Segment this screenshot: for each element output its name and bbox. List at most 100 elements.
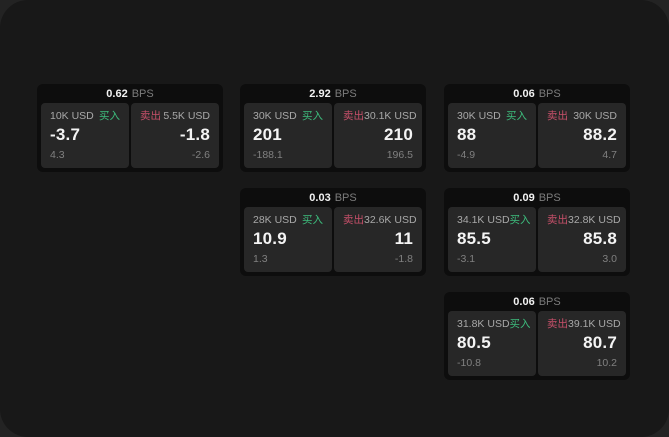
buy-delta-value: -4.9 bbox=[457, 149, 476, 161]
bps-card: 0.09 BPS 34.1K USD 买入 85.5 -3.1 卖出 32.8K… bbox=[444, 188, 630, 276]
buy-side-label: 买入 bbox=[506, 110, 527, 122]
sell-tile-header: 卖出 30.1K USD bbox=[343, 110, 417, 123]
sell-amount-label: 30.1K USD bbox=[364, 110, 417, 122]
sell-price-value: -1.8 bbox=[179, 125, 210, 144]
buy-quote-tile[interactable]: 31.8K USD 买入 80.5 -10.8 bbox=[448, 311, 536, 376]
bps-value: 2.92 bbox=[309, 87, 331, 100]
bps-unit-label: BPS bbox=[538, 295, 561, 308]
buy-tile-header: 31.8K USD 买入 bbox=[457, 318, 531, 331]
sell-delta-value: 4.7 bbox=[602, 149, 617, 161]
buy-quote-tile[interactable]: 34.1K USD 买入 85.5 -3.1 bbox=[448, 207, 536, 272]
bps-value: 0.03 bbox=[309, 191, 331, 204]
sell-delta-value: 196.5 bbox=[386, 149, 413, 161]
buy-side-label: 买入 bbox=[99, 110, 120, 122]
buy-delta-value: -3.1 bbox=[457, 253, 476, 265]
buy-amount-label: 31.8K USD bbox=[457, 318, 510, 330]
buy-price-value: 85.5 bbox=[457, 229, 491, 248]
bps-card: 0.03 BPS 28K USD 买入 10.9 1.3 卖出 32.6K US… bbox=[240, 188, 426, 276]
bps-unit-label: BPS bbox=[334, 87, 357, 100]
sell-side-label: 卖出 bbox=[547, 318, 568, 330]
buy-amount-label: 28K USD bbox=[253, 214, 297, 226]
buy-delta-value: 4.3 bbox=[50, 149, 65, 161]
bps-unit-label: BPS bbox=[334, 191, 357, 204]
buy-delta-value: 1.3 bbox=[253, 253, 268, 265]
bps-header: 0.62 BPS bbox=[37, 84, 223, 103]
sell-tile-header: 卖出 32.8K USD bbox=[547, 214, 621, 227]
bps-header: 0.06 BPS bbox=[444, 84, 630, 103]
buy-quote-tile[interactable]: 10K USD 买入 -3.7 4.3 bbox=[41, 103, 129, 168]
buy-amount-label: 30K USD bbox=[457, 110, 501, 122]
quote-panels: 28K USD 买入 10.9 1.3 卖出 32.6K USD 11 -1.8 bbox=[244, 207, 422, 272]
sell-delta-value: -2.6 bbox=[191, 149, 210, 161]
sell-price-value: 85.8 bbox=[583, 229, 617, 248]
buy-price-value: 201 bbox=[253, 125, 282, 144]
sell-quote-tile[interactable]: 卖出 30.1K USD 210 196.5 bbox=[334, 103, 422, 168]
sell-quote-tile[interactable]: 卖出 39.1K USD 80.7 10.2 bbox=[538, 311, 626, 376]
quote-panels: 30K USD 买入 88 -4.9 卖出 30K USD 88.2 4.7 bbox=[448, 103, 626, 168]
buy-tile-header: 10K USD 买入 bbox=[50, 110, 120, 123]
sell-quote-tile[interactable]: 卖出 5.5K USD -1.8 -2.6 bbox=[131, 103, 219, 168]
buy-quote-tile[interactable]: 30K USD 买入 201 -188.1 bbox=[244, 103, 332, 168]
buy-price-value: 10.9 bbox=[253, 229, 287, 248]
bps-header: 2.92 BPS bbox=[240, 84, 426, 103]
buy-amount-label: 34.1K USD bbox=[457, 214, 510, 226]
sell-quote-tile[interactable]: 卖出 32.8K USD 85.8 3.0 bbox=[538, 207, 626, 272]
sell-price-value: 88.2 bbox=[583, 125, 617, 144]
bps-value: 0.06 bbox=[513, 87, 535, 100]
bps-unit-label: BPS bbox=[538, 191, 561, 204]
buy-delta-value: -188.1 bbox=[253, 149, 283, 161]
sell-amount-label: 30K USD bbox=[573, 110, 617, 122]
sell-quote-tile[interactable]: 卖出 30K USD 88.2 4.7 bbox=[538, 103, 626, 168]
sell-price-value: 80.7 bbox=[583, 333, 617, 352]
bps-card: 0.06 BPS 30K USD 买入 88 -4.9 卖出 30K USD 8… bbox=[444, 84, 630, 172]
sell-delta-value: -1.8 bbox=[394, 253, 413, 265]
sell-tile-header: 卖出 5.5K USD bbox=[140, 110, 210, 123]
sell-amount-label: 32.8K USD bbox=[568, 214, 621, 226]
sell-amount-label: 32.6K USD bbox=[364, 214, 417, 226]
buy-delta-value: -10.8 bbox=[457, 357, 481, 369]
quote-panels: 31.8K USD 买入 80.5 -10.8 卖出 39.1K USD 80.… bbox=[448, 311, 626, 376]
bps-value: 0.62 bbox=[106, 87, 128, 100]
bps-card: 0.06 BPS 31.8K USD 买入 80.5 -10.8 卖出 39.1… bbox=[444, 292, 630, 380]
sell-amount-label: 5.5K USD bbox=[163, 110, 210, 122]
sell-price-value: 210 bbox=[384, 125, 413, 144]
sell-side-label: 卖出 bbox=[140, 110, 161, 122]
buy-side-label: 买入 bbox=[509, 214, 531, 226]
sell-quote-tile[interactable]: 卖出 32.6K USD 11 -1.8 bbox=[334, 207, 422, 272]
sell-price-value: 11 bbox=[394, 229, 413, 248]
buy-price-value: 80.5 bbox=[457, 333, 491, 352]
buy-price-value: 88 bbox=[457, 125, 477, 144]
bps-value: 0.06 bbox=[513, 295, 535, 308]
quote-panels: 10K USD 买入 -3.7 4.3 卖出 5.5K USD -1.8 -2.… bbox=[41, 103, 219, 168]
sell-side-label: 卖出 bbox=[547, 214, 568, 226]
buy-tile-header: 30K USD 买入 bbox=[457, 110, 527, 123]
sell-delta-value: 10.2 bbox=[596, 357, 617, 369]
sell-side-label: 卖出 bbox=[547, 110, 568, 122]
sell-tile-header: 卖出 30K USD bbox=[547, 110, 617, 123]
quote-panels: 34.1K USD 买入 85.5 -3.1 卖出 32.8K USD 85.8… bbox=[448, 207, 626, 272]
buy-side-label: 买入 bbox=[302, 214, 323, 226]
bps-header: 0.09 BPS bbox=[444, 188, 630, 207]
buy-quote-tile[interactable]: 30K USD 买入 88 -4.9 bbox=[448, 103, 536, 168]
sell-amount-label: 39.1K USD bbox=[568, 318, 621, 330]
bps-card: 0.62 BPS 10K USD 买入 -3.7 4.3 卖出 5.5K USD… bbox=[37, 84, 223, 172]
bps-unit-label: BPS bbox=[131, 87, 154, 100]
buy-quote-tile[interactable]: 28K USD 买入 10.9 1.3 bbox=[244, 207, 332, 272]
buy-amount-label: 30K USD bbox=[253, 110, 297, 122]
bps-value: 0.09 bbox=[513, 191, 535, 204]
quote-panels: 30K USD 买入 201 -188.1 卖出 30.1K USD 210 1… bbox=[244, 103, 422, 168]
buy-tile-header: 34.1K USD 买入 bbox=[457, 214, 531, 227]
sell-delta-value: 3.0 bbox=[602, 253, 617, 265]
buy-side-label: 买入 bbox=[509, 318, 531, 330]
buy-amount-label: 10K USD bbox=[50, 110, 94, 122]
buy-tile-header: 30K USD 买入 bbox=[253, 110, 323, 123]
buy-side-label: 买入 bbox=[302, 110, 323, 122]
bps-header: 0.03 BPS bbox=[240, 188, 426, 207]
buy-price-value: -3.7 bbox=[50, 125, 81, 144]
sell-side-label: 卖出 bbox=[343, 110, 364, 122]
sell-tile-header: 卖出 39.1K USD bbox=[547, 318, 621, 331]
buy-tile-header: 28K USD 买入 bbox=[253, 214, 323, 227]
sell-side-label: 卖出 bbox=[343, 214, 364, 226]
bps-header: 0.06 BPS bbox=[444, 292, 630, 311]
